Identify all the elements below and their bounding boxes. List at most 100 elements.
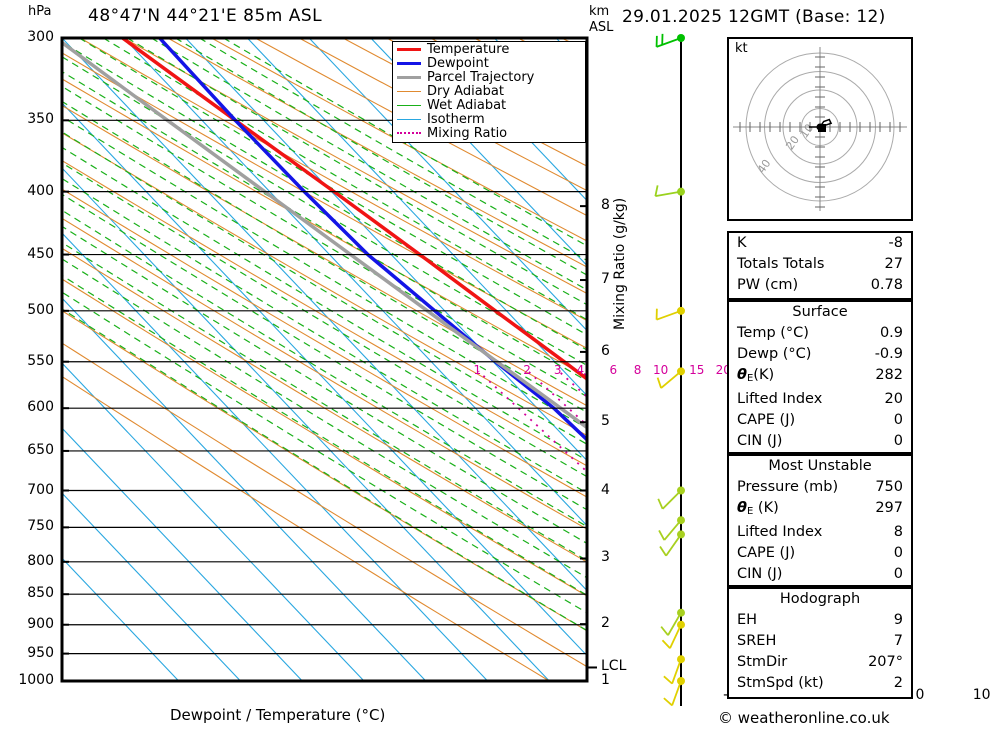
index-value: 0 bbox=[893, 566, 903, 582]
index-key: K bbox=[737, 235, 747, 251]
legend-swatch-7 bbox=[397, 132, 421, 134]
mixing-ratio-label: 6 bbox=[609, 363, 618, 378]
mixing-ratio-label: 2 bbox=[523, 363, 531, 378]
legend-label: Mixing Ratio bbox=[427, 125, 508, 141]
legend-item: Wet Adiabat bbox=[393, 98, 585, 112]
index-value: 0 bbox=[893, 545, 903, 561]
index-key: Lifted Index bbox=[737, 524, 823, 540]
x-axis-title: Dewpoint / Temperature (°C) bbox=[170, 706, 386, 724]
index-row: StmDir 207° bbox=[729, 652, 911, 673]
index-key: SREH bbox=[737, 633, 777, 649]
index-key: Dewp (°C) bbox=[737, 346, 812, 362]
copyright-label: © weatheronline.co.uk bbox=[718, 709, 890, 727]
height-tick-label: 6 bbox=[601, 342, 610, 359]
skewt-diagram bbox=[60, 36, 597, 683]
hodograph-panel-title: Hodograph bbox=[779, 591, 861, 607]
index-value: 750 bbox=[875, 479, 903, 495]
general-indices-panel: K -8 Totals Totals 27 PW (cm) 0.78 bbox=[727, 231, 913, 300]
index-key: StmSpd (kt) bbox=[737, 675, 824, 691]
index-value: 27 bbox=[884, 256, 903, 272]
index-key: Lifted Index bbox=[737, 391, 823, 407]
most-unstable-panel: Most Unstable Pressure (mb) 750 θE (K) 297 Li… bbox=[727, 454, 913, 587]
legend-label: Isotherm bbox=[427, 111, 485, 127]
lcl-label: LCL bbox=[601, 658, 627, 675]
index-value: 282 bbox=[875, 367, 903, 383]
index-key: CIN (J) bbox=[737, 433, 783, 449]
pressure-tick-label: 850 bbox=[27, 585, 54, 602]
index-row: θE(K) 282 bbox=[729, 365, 911, 389]
pressure-tick-label: 750 bbox=[27, 518, 54, 535]
index-key: CAPE (J) bbox=[737, 412, 796, 428]
legend-label: Wet Adiabat bbox=[427, 97, 507, 113]
pressure-unit-label: hPa bbox=[28, 4, 52, 19]
index-value: 2 bbox=[893, 675, 903, 691]
index-key: CAPE (J) bbox=[737, 545, 796, 561]
index-row: Temp (°C) 0.9 bbox=[729, 323, 911, 344]
height-tick-label: 7 bbox=[601, 271, 610, 288]
index-value: 0 bbox=[893, 412, 903, 428]
index-key: PW (cm) bbox=[737, 277, 799, 293]
mixing-ratio-axis-title: Mixing Ratio (g/kg) bbox=[612, 197, 628, 330]
legend-swatch-3 bbox=[397, 75, 421, 79]
mixing-ratio-label: 3 bbox=[553, 363, 562, 378]
index-value: 0.78 bbox=[870, 277, 903, 293]
most-unstable-panel-title: Most Unstable bbox=[768, 458, 872, 474]
index-value: 7 bbox=[893, 633, 903, 649]
legend-item: Parcel Trajectory bbox=[393, 70, 585, 84]
wind-barb bbox=[655, 306, 685, 321]
wind-barb bbox=[660, 608, 685, 636]
height-unit-label-km: km bbox=[589, 4, 610, 19]
index-row: θE (K) 297 bbox=[729, 498, 911, 522]
legend-swatch-4 bbox=[397, 90, 421, 92]
pressure-tick-label: 650 bbox=[27, 441, 54, 458]
pressure-tick-label: 950 bbox=[27, 644, 54, 661]
index-row: CAPE (J) 0 bbox=[729, 543, 911, 564]
surface-panel-title: Surface bbox=[792, 304, 848, 320]
surface-indices-panel: Surface Temp (°C) 0.9 Dewp (°C) -0.9 θE(K) 282… bbox=[727, 300, 913, 454]
legend-swatch-2 bbox=[397, 61, 421, 65]
height-tick-label: 8 bbox=[601, 197, 610, 214]
index-key: CIN (J) bbox=[737, 566, 783, 582]
wind-barb bbox=[659, 530, 685, 557]
wind-barb bbox=[656, 367, 685, 389]
index-row: K -8 bbox=[729, 233, 911, 254]
mixing-ratio-label: 1 bbox=[473, 363, 482, 378]
pressure-tick-label: 450 bbox=[27, 245, 54, 262]
height-tick-label: 2 bbox=[601, 615, 610, 632]
wind-barb bbox=[654, 185, 685, 198]
wind-barb bbox=[655, 33, 685, 48]
wind-barb bbox=[658, 516, 685, 541]
hodograph-panel: kt 10 20 40 bbox=[727, 37, 913, 221]
legend: Temperature Dewpoint Parcel Trajectory Dry … bbox=[392, 41, 586, 143]
legend-item: Isotherm bbox=[393, 112, 585, 126]
pressure-tick-label: 550 bbox=[27, 352, 54, 369]
pressure-tick-label: 300 bbox=[27, 29, 54, 45]
index-value: -0.9 bbox=[874, 346, 903, 362]
height-unit-label-asl: ASL bbox=[589, 20, 614, 35]
pressure-tick-label: 600 bbox=[27, 399, 54, 416]
mixing-ratio-label: 8 bbox=[633, 363, 642, 378]
index-key: Temp (°C) bbox=[737, 325, 809, 341]
temperature-tick-label: 0 bbox=[915, 687, 925, 703]
height-tick-label: 3 bbox=[601, 549, 610, 566]
legend-item: Temperature bbox=[393, 42, 585, 56]
index-key: StmDir bbox=[737, 654, 788, 670]
index-value: 207° bbox=[868, 654, 903, 670]
index-value: 8 bbox=[893, 524, 903, 540]
pressure-tick-label: 900 bbox=[27, 615, 54, 632]
index-row: Pressure (mb) 750 bbox=[729, 477, 911, 498]
index-row: Totals Totals 27 bbox=[729, 254, 911, 275]
wind-barb bbox=[663, 677, 685, 707]
hodograph-ring-label: 20 bbox=[783, 133, 802, 152]
index-value: 0.9 bbox=[879, 325, 903, 341]
index-value: 297 bbox=[875, 500, 903, 516]
index-row: CAPE (J) 0 bbox=[729, 410, 911, 431]
index-key: θE(K) bbox=[737, 367, 775, 384]
legend-swatch-1 bbox=[397, 47, 421, 51]
hodograph-unit-label: kt bbox=[735, 41, 748, 56]
index-row: CIN (J) 0 bbox=[729, 564, 911, 585]
hodograph-ring-label: 40 bbox=[755, 157, 774, 176]
index-row: CIN (J) 0 bbox=[729, 431, 911, 452]
height-tick-label: 4 bbox=[601, 481, 610, 498]
pressure-tick-label: 700 bbox=[27, 481, 54, 498]
